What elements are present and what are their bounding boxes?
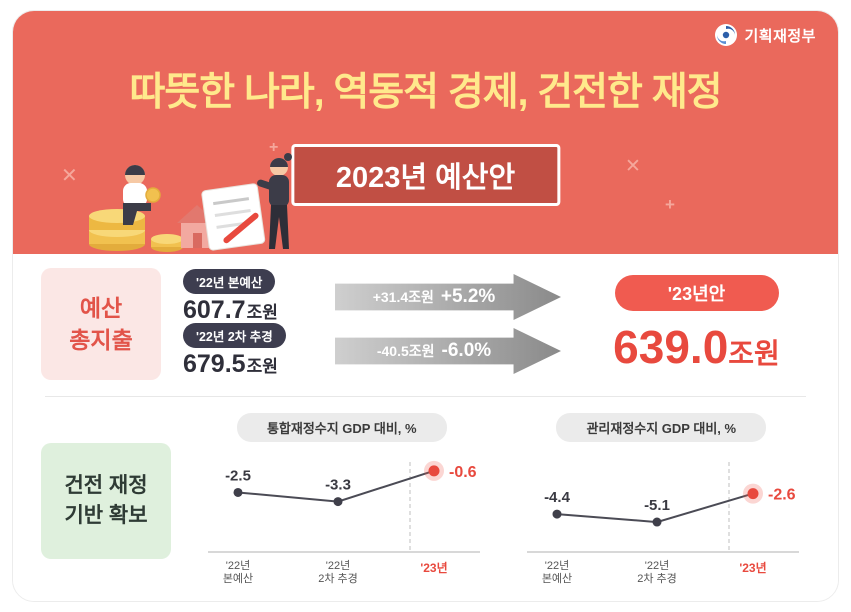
sparkle-cross-icon: ✕: [625, 156, 641, 177]
budget-figures: '22년 본예산 607.7조원: [183, 269, 335, 325]
budget-comparison: '22년 본예산 607.7조원 +31.4조원 +5.2% '22년 2차 추…: [183, 268, 561, 380]
data-point: [652, 517, 662, 527]
change-amount: -40.5조원: [376, 343, 435, 359]
x-tick-label: '22년 본예산: [223, 559, 253, 585]
infographic-card: 기획재정부 따뜻한 나라, 역동적 경제, 건전한 재정 2023년 예산안 ✕…: [12, 10, 839, 602]
amount-unit: 조원: [246, 303, 278, 322]
value-label: -2.5: [225, 467, 251, 484]
change-amount: +31.4조원: [372, 289, 434, 305]
x-tick-label: '23년: [740, 561, 767, 575]
people-illustration: [89, 153, 292, 252]
hero-section: 기획재정부 따뜻한 나라, 역동적 경제, 건전한 재정 2023년 예산안 ✕…: [13, 11, 838, 254]
change-percent: -6.0%: [441, 340, 492, 361]
change-arrow: -40.5조원 -6.0%: [335, 328, 561, 374]
budget-row-supplementary: '22년 2차 추경 679.5조원 -40.5조원 -6.0%: [183, 323, 561, 379]
main-title: 따뜻한 나라, 역동적 경제, 건전한 재정: [129, 71, 722, 114]
chart-title: 통합재정수지 GDP 대비, %: [236, 413, 447, 442]
budget-total-label: 예산 총지출: [41, 268, 161, 380]
data-point: [747, 488, 759, 500]
data-point: [233, 487, 243, 497]
value-label: -2.6: [768, 487, 796, 504]
budget-row-main-budget: '22년 본예산 607.7조원 +31.4조원 +5.2%: [183, 269, 561, 325]
x-tick-label: '22년 본예산: [542, 559, 572, 585]
document-sheet: [201, 183, 266, 251]
change-arrow: +31.4조원 +5.2%: [335, 274, 561, 320]
content-section: 예산 총지출 '22년 본예산 607.7조원 +31.4조원 +5.2%: [13, 254, 838, 601]
standing-person: [257, 153, 292, 249]
data-point: [552, 509, 562, 519]
label-line: 예산: [79, 294, 123, 321]
fiscal-label: 건전 재정 기반 확보: [41, 442, 171, 559]
red-pencil-icon: [223, 212, 259, 244]
fiscal-balance-row: 건전 재정 기반 확보 통합재정수지 GDP 대비, % -2.5 '22년 본예산…: [41, 413, 810, 588]
amount-number: 679.5: [183, 350, 246, 378]
x-tick-label: '23년: [420, 561, 447, 575]
value-label: -5.1: [644, 497, 670, 514]
budget-figures: '22년 2차 추경 679.5조원: [183, 323, 335, 379]
label-line: 기반 확보: [64, 503, 148, 527]
value-label: -4.4: [544, 489, 571, 506]
budget-amount: 607.7조원: [183, 296, 335, 325]
data-point: [428, 465, 440, 477]
x-tick-label: '22년 2차 추경: [637, 559, 677, 585]
amount-number: 607.7: [183, 296, 246, 324]
label-line: 건전 재정: [64, 474, 148, 498]
value-label: -0.6: [449, 464, 477, 481]
chart-panel-consolidated-balance: 통합재정수지 GDP 대비, % -2.5 '22년 본예산 -3.3 '22년 2차 추…: [193, 413, 491, 588]
chart-panel-managed-balance: 관리재정수지 GDP 대비, % -4.4 '22년 본예산 -5.1 '22년 2차 추…: [513, 413, 811, 588]
amount-unit: 조원: [246, 357, 278, 376]
sparkle-cross-icon: ✕: [61, 165, 78, 187]
chart-title: 관리재정수지 GDP 대비, %: [556, 413, 767, 442]
x-tick-label: '22년 2차 추경: [318, 559, 358, 585]
coin-stack-icon: [89, 209, 183, 252]
value-label: -3.3: [325, 477, 351, 494]
result-year-badge: '23년안: [614, 274, 779, 311]
sitting-person: [123, 165, 161, 225]
budget-total-row: 예산 총지출 '22년 본예산 607.7조원 +31.4조원 +5.2%: [41, 268, 810, 380]
line-chart-consolidated-balance: -2.5 '22년 본예산 -3.3 '22년 2차 추경 -0.6 '23년: [207, 460, 480, 585]
budget-amount: 679.5조원: [183, 350, 335, 379]
year-badge: '22년 본예산: [183, 269, 276, 294]
moef-emblem-icon: [715, 24, 738, 46]
sparkle-plus-icon: +: [269, 139, 279, 156]
data-point: [333, 497, 343, 507]
sparkle-plus-icon: +: [665, 195, 675, 214]
section-divider: [45, 396, 806, 397]
moef-logo: 기획재정부: [714, 23, 816, 47]
line-chart-managed-balance: -4.4 '22년 본예산 -5.1 '22년 2차 추경 -2.6 '23년: [527, 462, 800, 585]
year-badge: '22년 2차 추경: [183, 323, 286, 348]
label-line: 총지출: [69, 327, 133, 353]
budget-result: '23년안 639.0조원: [583, 268, 810, 380]
moef-logo-text: 기획재정부: [744, 27, 816, 45]
amount-number: 639.0: [613, 320, 729, 373]
amount-unit: 조원: [728, 337, 780, 369]
change-percent: +5.2%: [440, 286, 496, 307]
result-amount: 639.0조원: [613, 320, 780, 374]
subtitle-badge: 2023년 예산안: [290, 144, 561, 206]
